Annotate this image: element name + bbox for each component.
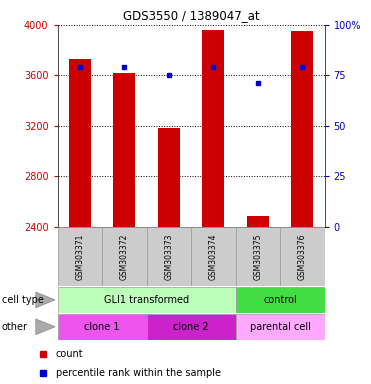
Bar [69, 59, 91, 227]
Bar [280, 227, 325, 286]
Text: GSM303373: GSM303373 [164, 233, 173, 280]
Bar [247, 217, 269, 227]
Text: control: control [263, 295, 297, 305]
Bar [58, 314, 147, 340]
Text: count: count [56, 349, 83, 359]
Text: clone 2: clone 2 [173, 322, 209, 332]
Text: GSM303375: GSM303375 [253, 233, 262, 280]
Bar [202, 30, 224, 227]
Bar [58, 287, 236, 313]
Bar [158, 127, 180, 227]
Polygon shape [36, 292, 55, 308]
Text: other: other [2, 322, 28, 332]
Text: clone 1: clone 1 [84, 322, 120, 332]
Bar [113, 73, 135, 227]
Bar [147, 314, 236, 340]
Text: GSM303372: GSM303372 [120, 233, 129, 280]
Text: GSM303374: GSM303374 [209, 233, 218, 280]
Bar [147, 227, 191, 286]
Polygon shape [36, 319, 55, 334]
Text: GLI1 transformed: GLI1 transformed [104, 295, 189, 305]
Title: GDS3550 / 1389047_at: GDS3550 / 1389047_at [123, 9, 259, 22]
Bar [291, 31, 313, 227]
Text: cell type: cell type [2, 295, 44, 305]
Bar [58, 227, 102, 286]
Text: percentile rank within the sample: percentile rank within the sample [56, 368, 221, 378]
Bar [102, 227, 147, 286]
Bar [236, 314, 325, 340]
Text: GSM303371: GSM303371 [75, 233, 84, 280]
Text: parental cell: parental cell [250, 322, 311, 332]
Text: GSM303376: GSM303376 [298, 233, 307, 280]
Bar [236, 227, 280, 286]
Bar [191, 227, 236, 286]
Bar [236, 287, 325, 313]
